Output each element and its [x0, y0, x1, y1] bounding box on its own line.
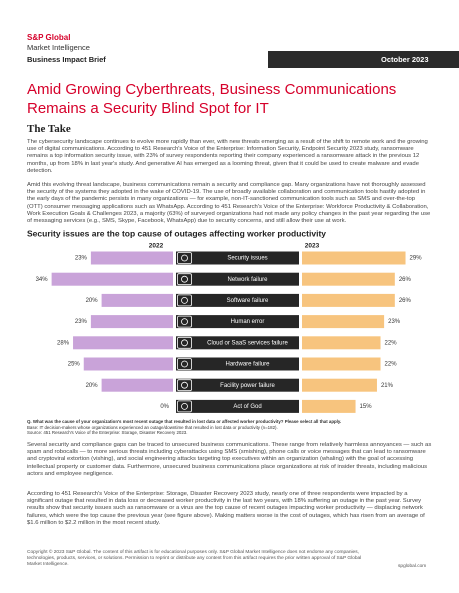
paragraph: The cybersecurity landscape continues to… [27, 139, 428, 174]
date-banner [268, 51, 459, 68]
bar [302, 272, 395, 286]
value-label: 25% [68, 362, 81, 368]
bar [90, 251, 173, 265]
site: spglobal.com [398, 564, 427, 569]
value-label: 23% [75, 319, 88, 325]
brief-series: Business Impact Brief [27, 55, 106, 64]
icon [181, 275, 188, 283]
value-label: 20% [86, 298, 99, 304]
bar [90, 315, 173, 329]
value-label: 34% [36, 277, 49, 283]
series-header: 2022 [149, 243, 164, 250]
bar [51, 272, 174, 286]
bar [73, 336, 173, 350]
icon-box [177, 379, 192, 392]
value-label: 22% [385, 362, 398, 368]
date: October 2023 [381, 55, 429, 64]
label-box [176, 357, 299, 371]
icon-box [177, 294, 192, 307]
bar [302, 399, 356, 413]
chart: Security issues are the top cause of out… [27, 228, 423, 413]
bar [302, 378, 377, 392]
icon [181, 297, 188, 304]
icon [181, 318, 188, 325]
value-label: 29% [410, 256, 423, 262]
note: Base: IT decision-makers whose organizat… [27, 424, 278, 430]
value-label: 20% [86, 383, 99, 389]
copyright: Copyright © 2023 S&P Global. The content… [27, 550, 362, 567]
note: Source: 451 Research's Voice of the Ente… [27, 430, 188, 436]
value-label: 21% [381, 383, 394, 389]
category-label: Facility power failure [220, 383, 275, 389]
label-box [176, 272, 299, 286]
chart-notes: Q. What was the cause of your organizati… [27, 419, 432, 436]
icon [181, 360, 188, 368]
category-label: Network failure [227, 277, 268, 283]
bar [302, 357, 381, 371]
icon-box [177, 315, 192, 328]
paragraph: Several security and compliance gaps can… [27, 442, 432, 477]
bar [83, 357, 173, 371]
icon-box [177, 400, 192, 413]
category-label: Hardware failure [225, 362, 270, 368]
value-label: 28% [57, 340, 70, 346]
label-box [176, 251, 299, 265]
bar [302, 336, 381, 350]
bar [101, 293, 173, 307]
icon-box [177, 273, 192, 286]
brand: S&P Global [27, 33, 71, 42]
value-label: 23% [388, 319, 401, 325]
category-label: Software failure [227, 298, 269, 304]
value-label: 0% [160, 404, 169, 410]
icon-box [177, 358, 192, 370]
section-heading: The Take [27, 123, 71, 135]
icon-box [177, 336, 192, 349]
icon [181, 402, 188, 410]
paragraph: Amid this evolving threat landscape, bus… [27, 182, 431, 225]
value-label: 23% [75, 256, 88, 262]
icon-box [177, 252, 192, 264]
label-box [176, 378, 299, 392]
label-box [176, 315, 299, 329]
label-box [176, 336, 299, 350]
note: Q. What was the cause of your organizati… [27, 419, 342, 424]
icon [181, 339, 188, 347]
value-label: 26% [399, 277, 412, 283]
value-label: 26% [399, 298, 412, 304]
chart-title: Security issues are the top cause of out… [27, 228, 326, 238]
value-label: 22% [385, 340, 398, 346]
bar [302, 251, 406, 265]
category-label: Cloud or SaaS services failure [207, 340, 288, 346]
series-header: 2023 [305, 243, 320, 250]
paragraph: According to 451 Research's Voice of the… [27, 491, 425, 526]
category-label: Security issues [227, 256, 267, 262]
category-label: Act of God [233, 404, 261, 410]
label-box [176, 293, 299, 307]
value-label: 15% [360, 404, 373, 410]
icon [181, 254, 188, 262]
icon [181, 381, 188, 389]
bar [101, 378, 173, 392]
division: Market Intelligence [27, 43, 90, 52]
bar [302, 315, 385, 329]
label-box [176, 399, 299, 413]
category-label: Human error [231, 319, 265, 325]
bar [302, 293, 395, 307]
title: Amid Growing Cyberthreats, Business Comm… [27, 81, 397, 117]
